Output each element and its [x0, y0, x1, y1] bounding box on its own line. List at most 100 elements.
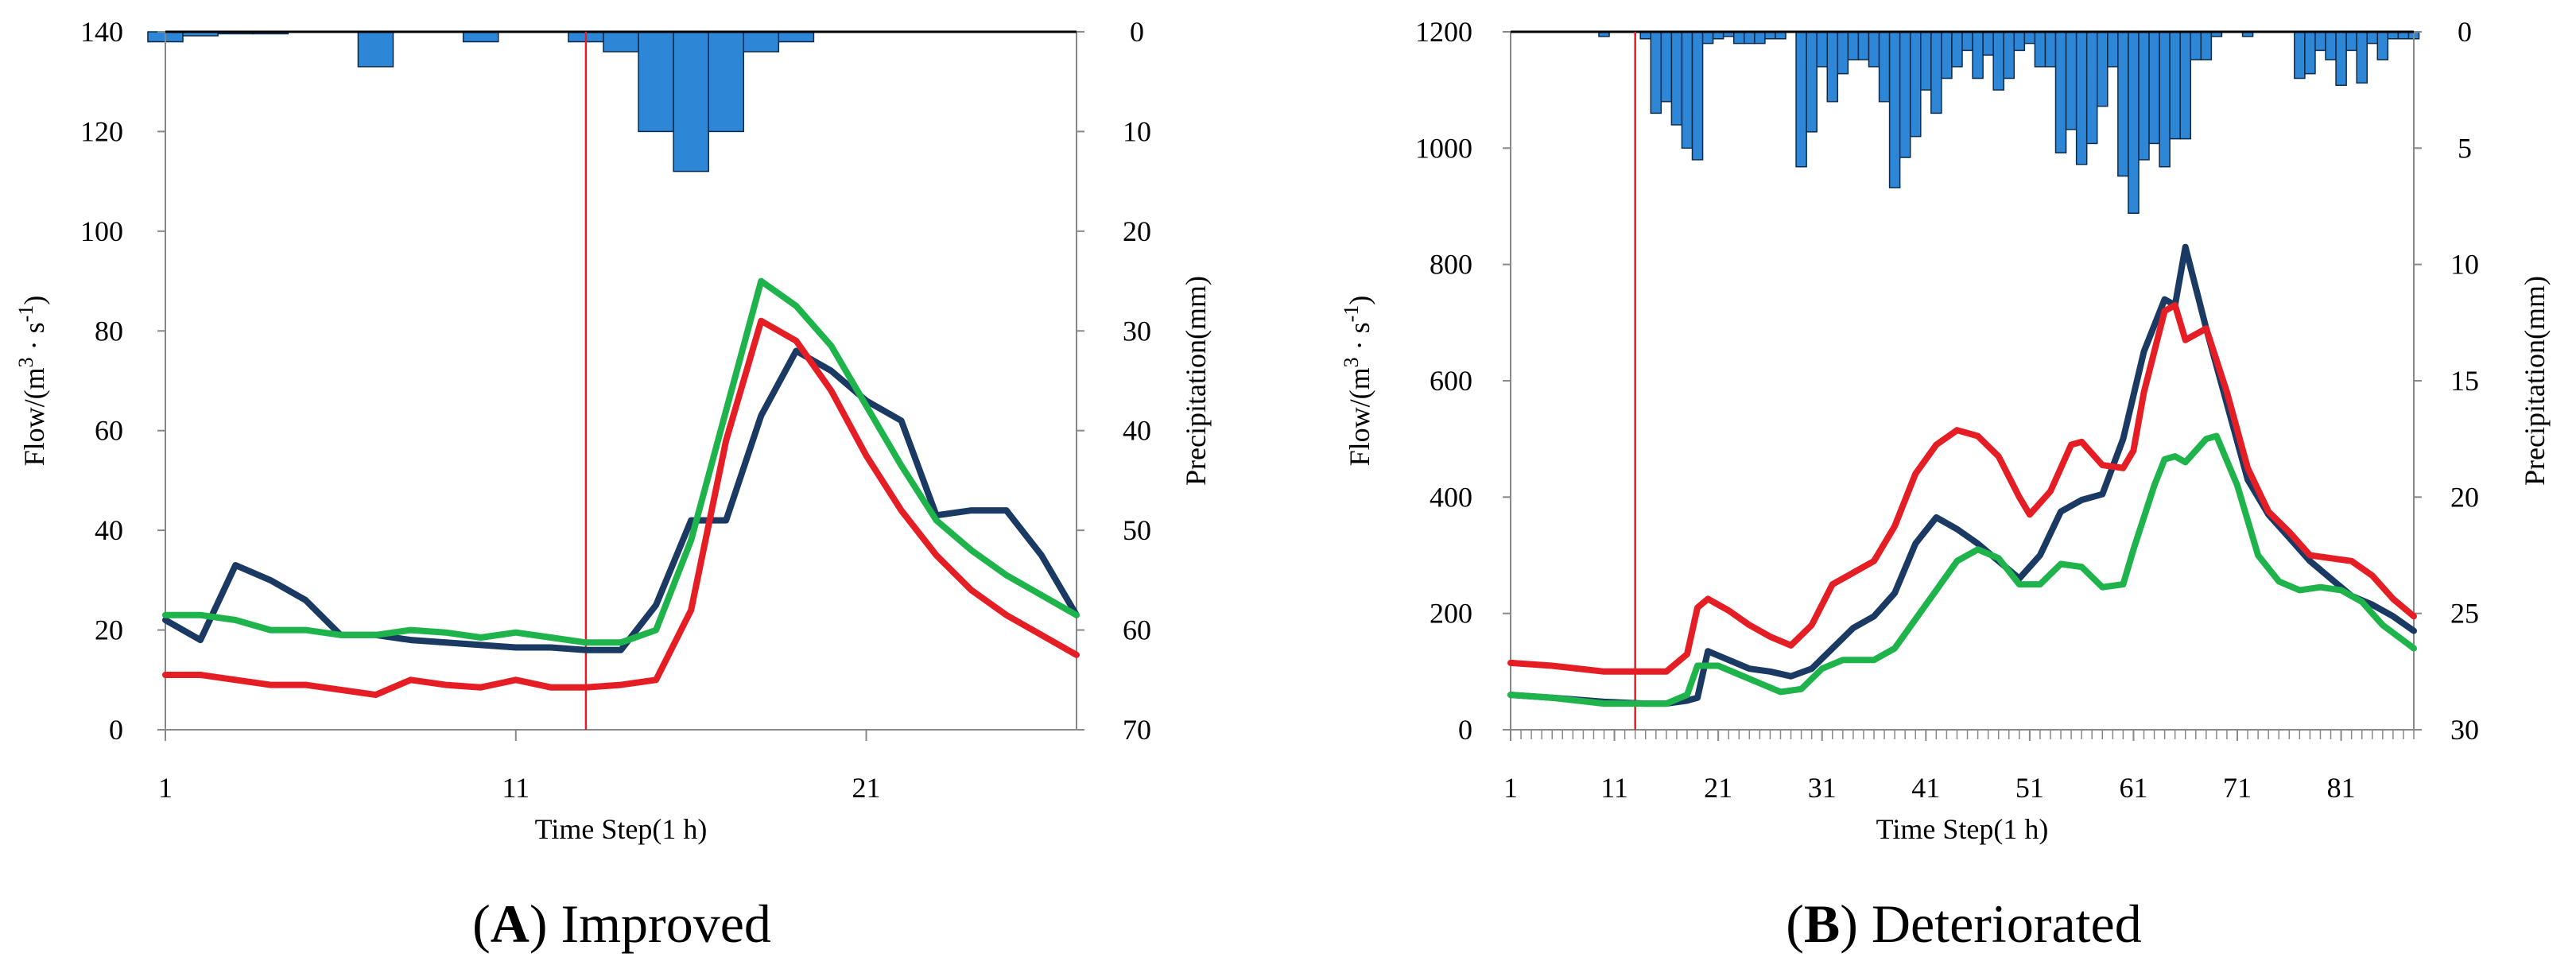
- y-tick-label: 80: [95, 315, 123, 347]
- precipitation-bar: [2325, 31, 2337, 60]
- precipitation-bar: [2065, 31, 2077, 130]
- y2-tick-label: 20: [2450, 481, 2479, 513]
- series-line-observed: [162, 347, 1080, 653]
- precipitation-bar: [2138, 31, 2150, 161]
- y-tick-label: 20: [95, 614, 123, 646]
- precipitation-bar: [1909, 31, 1922, 138]
- y-tick-label: 800: [1430, 249, 1472, 281]
- precipitation-bar: [1847, 31, 1860, 60]
- series-line-simulated-red: [162, 317, 1080, 699]
- y2-tick-label: 10: [1123, 115, 1151, 147]
- x-tick-label: 31: [1808, 772, 1837, 804]
- y2-tick-label: 50: [1123, 514, 1151, 546]
- precipitation-bar: [2054, 31, 2067, 153]
- precipitation-bar: [1732, 31, 1745, 45]
- precipitation-bar: [2159, 31, 2171, 168]
- caption-b: (B) Deteriorated: [1786, 893, 2141, 954]
- precipitation-bar: [603, 31, 639, 52]
- precipitation-bar: [2044, 31, 2057, 68]
- precipitation-bar: [778, 31, 815, 43]
- y-tick-label: 120: [80, 115, 123, 147]
- precipitation-bar: [1857, 31, 1870, 60]
- x-tick-label: 11: [1600, 772, 1628, 804]
- x-tick-label: 11: [502, 772, 530, 804]
- precipitation-bar: [1888, 31, 1901, 188]
- x-tick-label: 1: [1503, 772, 1518, 804]
- precipitation-bar: [2294, 31, 2306, 79]
- precipitation-bar: [2075, 31, 2088, 165]
- precipitation-bar: [1930, 31, 1942, 114]
- precipitation-bar: [2335, 31, 2347, 87]
- series-line-simulated-green: [1507, 432, 2417, 707]
- x-axis-title-a: Time Step(1 h): [535, 813, 708, 845]
- x-tick-label: 21: [1704, 772, 1732, 804]
- series-line-simulated-green: [162, 277, 1080, 646]
- precipitation-bar: [2003, 31, 2015, 79]
- precipitation-bars-b: [1598, 31, 2420, 215]
- precipitation-bar: [2314, 31, 2326, 52]
- y2-axis-title-b: Precipitation(mm): [2519, 276, 2551, 486]
- x-tick-label: 61: [2119, 772, 2147, 804]
- caption-a: (A) Improved: [472, 893, 771, 954]
- precipitation-bar: [462, 31, 499, 43]
- flow-series-b: [1507, 32, 2417, 730]
- precipitation-bar: [1961, 31, 1973, 52]
- precipitation-bar: [1972, 31, 1984, 79]
- y-tick-label: 600: [1430, 365, 1472, 397]
- y2-tick-label: 30: [1123, 315, 1151, 347]
- y-tick-label: 1200: [1415, 16, 1472, 48]
- series-line-observed: [1507, 243, 2417, 707]
- precipitation-bar: [2356, 31, 2368, 84]
- precipitation-bar: [1941, 31, 1953, 79]
- precipitation-bar: [357, 31, 394, 68]
- precipitation-bar: [2117, 31, 2129, 177]
- precipitation-bar: [1754, 31, 1766, 45]
- precipitation-bar: [1899, 31, 1911, 158]
- y2-tick-label: 25: [2450, 598, 2479, 630]
- precipitation-bar: [1878, 31, 1891, 103]
- precipitation-bar: [1868, 31, 1880, 68]
- precipitation-bar: [708, 31, 745, 133]
- precipitation-bar: [2169, 31, 2181, 140]
- precipitation-bar: [2148, 31, 2160, 145]
- y-tick-label: 400: [1430, 481, 1472, 513]
- y-axis-title-a: Flow/(m3 · s-1): [14, 296, 50, 467]
- precipitation-bar: [1670, 31, 1683, 126]
- precipitation-bar: [1816, 31, 1829, 68]
- precipitation-bar: [1744, 31, 1755, 45]
- precipitation-bar: [1920, 31, 1932, 91]
- x-tick-label: 51: [2015, 772, 2044, 804]
- y2-tick-label: 0: [1130, 16, 1144, 48]
- precipitation-bar: [2366, 31, 2379, 45]
- y2-tick-label: 20: [1123, 215, 1151, 247]
- precipitation-bar: [2128, 31, 2140, 215]
- precipitation-bar: [2023, 31, 2036, 45]
- precipitation-bar: [1681, 31, 1693, 149]
- y2-tick-label: 0: [2458, 16, 2472, 48]
- precipitation-bar: [1992, 31, 2004, 91]
- precipitation-bar: [2345, 31, 2357, 52]
- precipitation-bar: [1982, 31, 1994, 56]
- precipitation-bar: [1660, 31, 1673, 103]
- x-tick-label: 71: [2223, 772, 2252, 804]
- precipitation-bar: [2013, 31, 2026, 52]
- y2-tick-label: 5: [2458, 132, 2472, 164]
- precipitation-bar: [1691, 31, 1704, 161]
- x-tick-label: 81: [2327, 772, 2356, 804]
- y2-tick-label: 40: [1123, 415, 1151, 447]
- precipitation-bar: [2096, 31, 2109, 107]
- y-tick-label: 0: [109, 714, 123, 746]
- precipitation-bar: [1650, 31, 1662, 114]
- precipitation-bar: [2085, 31, 2098, 145]
- precipitation-bar: [2190, 31, 2202, 60]
- y2-tick-label: 30: [2450, 714, 2479, 746]
- x-tick-label: 41: [1911, 772, 1940, 804]
- precipitation-bar: [673, 31, 709, 172]
- x-tick-label: 21: [852, 772, 881, 804]
- y-tick-label: 100: [80, 215, 123, 247]
- axes-a: [157, 30, 1084, 741]
